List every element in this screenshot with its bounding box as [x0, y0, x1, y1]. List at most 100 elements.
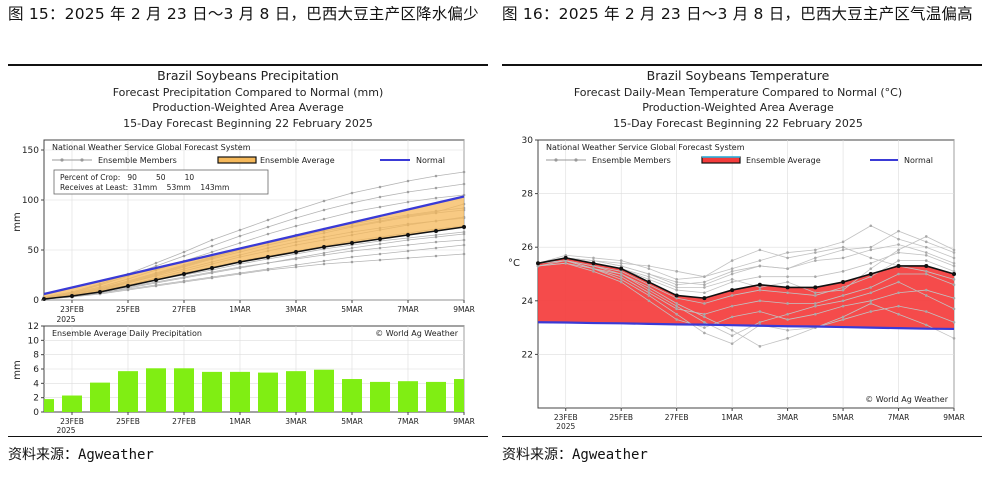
temp-x-tick-year: 2025 — [556, 422, 575, 431]
temp-member-point — [730, 294, 734, 297]
temp-average-points — [536, 255, 956, 301]
temp-member-point — [841, 304, 845, 308]
temp-member-point — [675, 318, 678, 321]
precip-member-point — [154, 264, 158, 268]
precip-member-point — [462, 252, 466, 256]
temp-member-point — [869, 286, 873, 289]
precip-member-point — [350, 201, 354, 205]
precip-y-ticks: 0 50 100 150 — [22, 146, 44, 306]
temp-member-point — [814, 304, 817, 308]
precip-x-tick-label: 5MAR — [341, 305, 363, 314]
daily-precip-y-tick-label: 8 — [33, 351, 39, 361]
temp-normal-line — [537, 321, 955, 331]
daily-precip-y-tick-label: 4 — [33, 379, 39, 389]
temp-member-point — [841, 288, 845, 292]
precip-average-point — [182, 272, 186, 276]
temp-member-point — [675, 286, 678, 289]
temp-member-point — [841, 240, 845, 244]
legend-member-dot — [554, 158, 558, 162]
temp-member-point — [897, 248, 900, 252]
temp-member-point — [703, 326, 706, 329]
temp-average-point — [646, 280, 651, 285]
temp-member-point — [841, 299, 845, 303]
temp-member-point — [758, 286, 762, 289]
temp-member-point — [647, 291, 651, 295]
temp-member-point — [730, 280, 734, 284]
temp-member-point — [952, 296, 956, 300]
temp-member-point — [786, 318, 789, 321]
precip-average-point — [210, 266, 214, 270]
temp-member-point — [924, 259, 928, 262]
temp-subtitle-3: 15-Day Forecast Beginning 22 February 20… — [613, 117, 863, 130]
temp-member-point — [814, 291, 817, 295]
precip-member-line — [43, 233, 465, 300]
temp-member-point — [592, 259, 595, 262]
temp-member-point — [814, 275, 817, 278]
temp-member-line — [537, 262, 955, 347]
precip-member-point — [154, 283, 158, 287]
precip-x-tick-label: 27FEB — [172, 305, 196, 314]
temp-member-point — [952, 264, 956, 268]
temp-member-point — [703, 312, 706, 316]
daily-precip-x-tick-label: 7MAR — [397, 417, 419, 426]
daily-precip-x-tick-label: 25FEB — [116, 417, 140, 426]
precip-y-tick-label: 100 — [22, 196, 39, 206]
temp-watermark: © World Ag Weather — [865, 395, 949, 404]
temp-member-point — [924, 253, 928, 257]
temp-member-point — [841, 270, 845, 273]
temp-member-line — [537, 260, 955, 304]
temp-member-point — [758, 264, 762, 268]
temp-member-point — [675, 307, 678, 311]
temp-member-point — [952, 337, 956, 340]
temp-member-point — [814, 312, 817, 316]
temp-member-point — [647, 267, 651, 270]
temp-member-point — [675, 280, 678, 284]
temp-member-point — [814, 259, 817, 262]
temp-member-point — [675, 304, 678, 308]
precip-grid — [44, 140, 465, 301]
precip-member-point — [210, 275, 214, 279]
temp-subtitle-1: Forecast Daily-Mean Temperature Compared… — [574, 86, 902, 99]
precip-member-point — [266, 225, 270, 229]
temp-member-point — [730, 272, 734, 276]
bottom-rule — [8, 436, 488, 437]
precip-member-point — [350, 255, 354, 259]
figure-15-source: 资料来源：Agweather — [8, 447, 154, 463]
precip-member-point — [210, 250, 214, 254]
precip-member-point — [434, 196, 438, 200]
temp-member-point — [730, 304, 734, 308]
temp-member-point — [592, 256, 595, 260]
precip-y-tick-label: 50 — [28, 246, 40, 256]
legend-member-dot — [60, 158, 64, 162]
temp-member-point — [758, 320, 762, 324]
temp-x-tick-label: 5MAR — [832, 413, 854, 422]
precip-y-tick-label: 0 — [33, 296, 39, 306]
temp-member-point — [841, 245, 845, 249]
temp-average-point — [674, 293, 679, 298]
daily-precip-y-tick-label: 2 — [33, 394, 39, 404]
temp-member-line — [537, 225, 955, 280]
temp-member-point — [924, 235, 928, 238]
legend-average-swatch — [701, 156, 741, 164]
temp-member-point — [703, 286, 706, 289]
temp-title: Brazil Soybeans Temperature — [647, 68, 830, 83]
temp-member-point — [841, 318, 845, 321]
temp-member-point — [758, 259, 762, 262]
temp-ensemble-average-line — [537, 257, 955, 299]
figure-16-caption: 图 16：2025 年 2 月 23 日～3 月 8 日，巴西大豆主产区气温偏高 — [502, 5, 973, 23]
temp-member-point — [841, 286, 845, 289]
daily-precip-x-tick-label: 23FEB — [60, 417, 84, 426]
temp-member-point — [897, 280, 900, 284]
precip-average-point — [350, 241, 354, 245]
temp-member-point — [730, 270, 734, 273]
precip-member-point — [434, 186, 438, 190]
precip-member-point — [238, 271, 242, 275]
precip-member-point — [238, 266, 242, 270]
precip-average-point — [294, 250, 298, 254]
temp-member-line — [537, 262, 955, 329]
precip-x-tick-label: 7MAR — [397, 305, 419, 314]
precip-member-point — [462, 238, 466, 242]
precip-member-point — [238, 241, 242, 245]
precip-member-point — [322, 259, 326, 263]
